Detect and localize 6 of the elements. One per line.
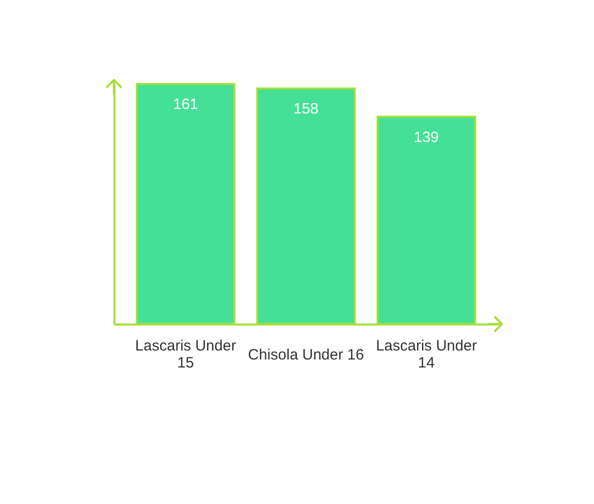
data-label: 161: [173, 96, 198, 113]
data-label: 139: [414, 128, 439, 146]
x-tick-label: Lascaris Under 15: [135, 338, 236, 372]
x-tick-label: Chisola Under 16: [248, 346, 364, 364]
x-tick-label: Lascaris Under 14: [376, 338, 477, 372]
data-label: 158: [293, 100, 319, 118]
